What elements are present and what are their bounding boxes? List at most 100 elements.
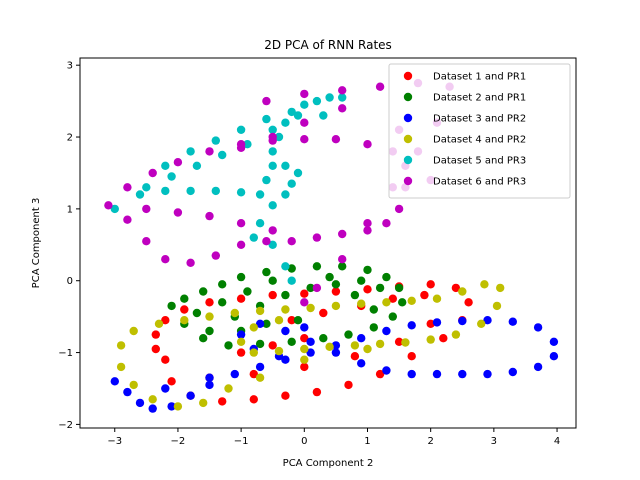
legend-marker — [403, 113, 413, 123]
data-point — [255, 362, 265, 372]
x-tick-label: 4 — [554, 436, 560, 447]
data-point — [249, 323, 258, 332]
data-point — [218, 150, 227, 160]
data-point — [268, 276, 277, 285]
data-point — [236, 337, 246, 346]
series-2-points — [167, 262, 407, 350]
data-point — [287, 179, 296, 188]
data-point — [274, 132, 284, 142]
data-point — [363, 226, 372, 235]
data-point — [262, 319, 271, 328]
data-point — [426, 335, 435, 344]
data-point — [319, 308, 328, 318]
data-point — [129, 380, 138, 390]
data-point — [344, 380, 353, 390]
legend-label: Dataset 6 and PR3 — [433, 177, 526, 188]
data-point — [382, 326, 391, 336]
data-point — [357, 334, 366, 343]
data-point — [218, 280, 227, 289]
data-point — [255, 306, 265, 316]
data-point — [142, 204, 151, 214]
data-point — [173, 402, 183, 411]
data-point — [110, 377, 120, 386]
data-point — [312, 387, 322, 397]
data-point — [262, 175, 271, 185]
data-point — [224, 384, 233, 393]
data-point — [300, 289, 309, 298]
data-point — [236, 240, 246, 249]
data-point — [496, 283, 505, 293]
data-point — [205, 380, 214, 390]
legend-marker — [403, 71, 413, 81]
data-point — [350, 352, 360, 361]
data-point — [464, 298, 473, 307]
x-tick-label: −2 — [171, 436, 186, 447]
data-point — [211, 186, 220, 196]
data-point — [268, 201, 277, 210]
data-point — [236, 188, 246, 197]
data-point — [268, 226, 277, 235]
data-point — [382, 366, 391, 375]
data-point — [394, 204, 404, 214]
data-point — [338, 93, 347, 102]
data-point — [186, 186, 195, 196]
data-point — [331, 280, 341, 289]
data-point — [199, 334, 208, 343]
data-point — [287, 264, 296, 273]
data-point — [394, 283, 404, 293]
data-point — [357, 276, 366, 285]
legend-label: Dataset 3 and PR2 — [433, 114, 526, 125]
data-point — [483, 316, 492, 325]
y-tick-label: −2 — [58, 420, 73, 431]
data-point — [249, 233, 258, 242]
data-point — [161, 161, 170, 170]
data-point — [167, 172, 176, 181]
data-point — [218, 298, 227, 307]
data-point — [312, 283, 322, 293]
data-point — [338, 86, 347, 95]
data-point — [426, 319, 435, 328]
data-point — [407, 296, 416, 305]
data-point — [319, 111, 328, 120]
data-point — [458, 316, 467, 326]
data-point — [312, 233, 322, 242]
data-point — [205, 326, 214, 336]
data-point — [123, 215, 132, 224]
chart-title: 2D PCA of RNN Rates — [264, 38, 392, 52]
legend: Dataset 1 and PR1 Dataset 2 and PR1 Datase… — [388, 63, 571, 199]
data-point — [492, 301, 502, 311]
data-point — [236, 143, 246, 152]
data-point — [281, 118, 290, 127]
data-point — [293, 168, 303, 178]
data-point — [262, 96, 271, 106]
data-point — [398, 298, 407, 307]
data-point — [192, 308, 202, 318]
data-point — [268, 125, 277, 134]
data-point — [477, 319, 486, 328]
data-point — [401, 338, 410, 347]
data-point — [331, 135, 341, 144]
data-point — [230, 308, 239, 318]
x-tick-label: −1 — [234, 436, 249, 447]
x-tick-label: 0 — [301, 436, 307, 447]
legend-label: Dataset 1 and PR1 — [433, 72, 526, 83]
data-point — [142, 237, 151, 246]
data-point — [281, 262, 290, 271]
data-point — [151, 344, 160, 354]
data-point — [451, 283, 461, 293]
data-point — [142, 183, 151, 192]
data-point — [268, 290, 277, 300]
data-point — [458, 287, 467, 296]
data-point — [173, 208, 183, 217]
data-point — [205, 211, 214, 221]
data-point — [382, 219, 391, 228]
data-point — [312, 262, 322, 271]
data-point — [116, 362, 126, 372]
data-point — [249, 348, 258, 357]
data-point — [262, 237, 271, 246]
x-axis-ticks: −3 −2 −1 0 1 2 3 4 — [107, 428, 560, 447]
data-point — [388, 294, 397, 303]
data-point — [331, 287, 341, 296]
data-point — [205, 312, 214, 321]
